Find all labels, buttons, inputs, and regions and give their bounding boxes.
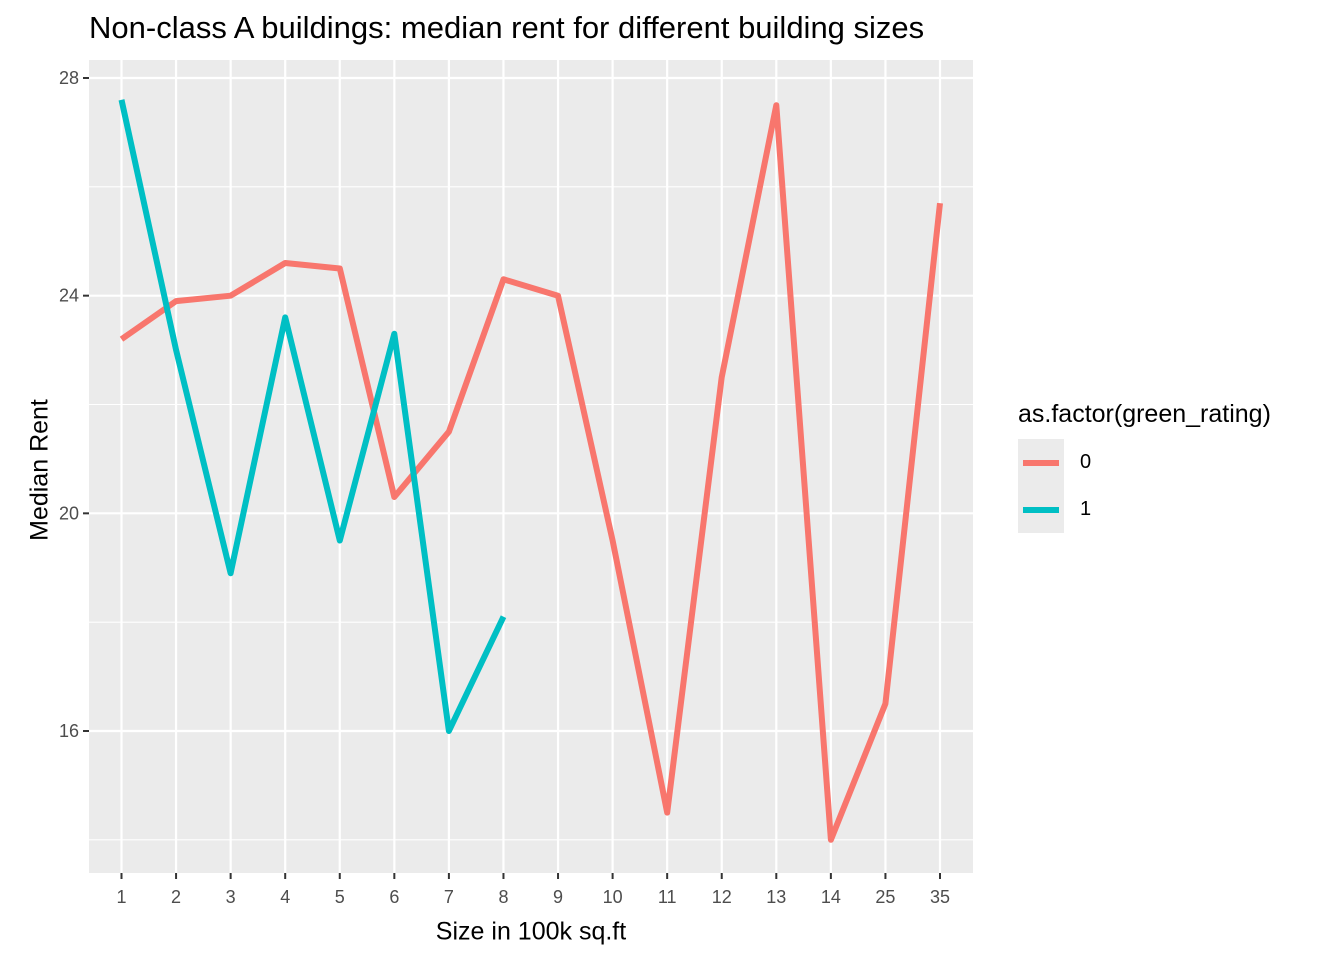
y-tick-label-2: 24 xyxy=(59,286,79,306)
legend-item-1: 1 xyxy=(1018,486,1271,533)
x-tick-label-8: 9 xyxy=(553,887,563,907)
legend-label-0: 0 xyxy=(1080,451,1092,473)
x-tick-label-4: 5 xyxy=(335,887,345,907)
x-tick-label-3: 4 xyxy=(280,887,290,907)
x-tick-label-13: 14 xyxy=(821,887,841,907)
x-tick-label-1: 2 xyxy=(171,887,181,907)
legend-swatch-0 xyxy=(1023,460,1059,466)
plot-panel xyxy=(89,60,973,873)
y-tick-label-1: 20 xyxy=(59,503,79,523)
x-tick-label-15: 35 xyxy=(930,887,950,907)
x-tick-label-10: 11 xyxy=(658,887,677,907)
x-tick-label-5: 6 xyxy=(389,887,399,907)
legend-title: as.factor(green_rating) xyxy=(1018,400,1271,428)
series-line-1 xyxy=(118,99,507,734)
x-tick-label-2: 3 xyxy=(226,887,236,907)
x-tick-label-11: 12 xyxy=(712,887,732,907)
x-tick-label-0: 1 xyxy=(116,887,126,907)
legend-key-0 xyxy=(1018,439,1064,486)
series-line-0 xyxy=(119,102,943,843)
legend-swatch-1 xyxy=(1023,507,1059,513)
x-tick-label-12: 13 xyxy=(766,887,786,907)
legend-label-1: 1 xyxy=(1080,498,1092,520)
x-tick-label-6: 7 xyxy=(444,887,454,907)
legend-key-1 xyxy=(1018,486,1064,533)
x-tick-label-9: 10 xyxy=(603,887,623,907)
legend: as.factor(green_rating) 0 1 xyxy=(1018,400,1271,533)
y-tick-label-0: 16 xyxy=(59,721,79,741)
x-tick-label-7: 8 xyxy=(498,887,508,907)
legend-item-0: 0 xyxy=(1018,439,1271,486)
x-axis-title: Size in 100k sq.ft xyxy=(435,917,627,946)
chart-title: Non-class A buildings: median rent for d… xyxy=(89,10,925,45)
x-tick-label-14: 25 xyxy=(875,887,895,907)
y-tick-label-3: 28 xyxy=(59,68,79,88)
